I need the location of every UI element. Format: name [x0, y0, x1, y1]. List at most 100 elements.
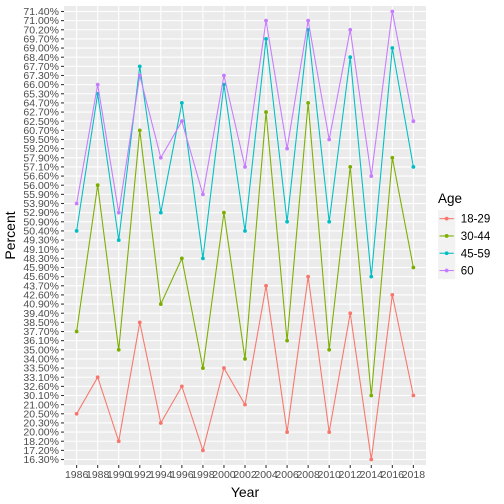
y-tick-label: 18.20%: [23, 436, 59, 448]
y-tick-label: 49.10%: [23, 244, 59, 256]
y-tick-label: 56.60%: [23, 171, 59, 183]
data-point-18-29: [348, 311, 353, 316]
legend-key-point: [444, 216, 449, 221]
data-point-45-59: [137, 64, 142, 69]
y-tick-label: 59.50%: [23, 134, 59, 146]
data-point-45-59: [411, 165, 416, 169]
data-point-45-59: [243, 229, 247, 233]
y-axis: 16.30%17.20%18.20%20.00%20.30%20.50%21.0…: [23, 6, 64, 466]
y-tick-label: 52.90%: [23, 207, 59, 219]
x-tick-label: 2018: [402, 469, 426, 481]
data-point-60: [95, 82, 100, 87]
x-tick-label: 2016: [381, 469, 405, 481]
y-tick-label: 21.00%: [23, 399, 59, 411]
data-point-45-59: [74, 229, 79, 233]
y-tick-label: 57.90%: [23, 152, 59, 164]
data-point-45-59: [348, 55, 353, 60]
y-tick-label: 20.00%: [23, 427, 59, 439]
data-point-60: [348, 27, 353, 32]
data-point-60: [285, 146, 289, 151]
y-tick-label: 34.00%: [23, 354, 59, 366]
data-point-60: [116, 210, 121, 215]
data-point-45-59: [179, 101, 184, 105]
data-point-45-59: [390, 46, 395, 50]
y-tick-label: 45.60%: [23, 271, 59, 283]
y-tick-label: 36.10%: [23, 335, 59, 347]
data-point-18-29: [158, 421, 163, 425]
data-point-18-29: [390, 293, 395, 297]
x-tick-label: 1996: [170, 469, 194, 481]
data-point-60: [158, 155, 163, 160]
data-point-30-44: [116, 347, 121, 352]
data-point-60: [411, 119, 416, 124]
x-tick-label: 1998: [191, 469, 215, 481]
y-tick-label: 40.90%: [23, 299, 59, 311]
y-tick-label: 56.00%: [23, 180, 59, 192]
y-tick-label: 66.00%: [23, 79, 59, 91]
data-point-45-59: [158, 210, 163, 215]
data-point-60: [137, 73, 142, 78]
data-point-18-29: [116, 439, 121, 444]
y-tick-label: 53.90%: [23, 198, 59, 210]
data-point-30-44: [369, 393, 374, 398]
data-point-45-59: [285, 219, 289, 224]
legend-label: 45-59: [461, 248, 490, 260]
data-point-18-29: [201, 448, 205, 453]
legend-title: Age: [438, 191, 462, 206]
y-tick-label: 49.30%: [23, 235, 59, 247]
data-point-18-29: [411, 393, 416, 398]
data-point-18-29: [95, 375, 100, 380]
series-layer: [74, 9, 416, 462]
x-axis: 1986198819901992199419961998200020022004…: [65, 465, 425, 481]
data-point-30-44: [95, 183, 100, 188]
legend-key-point: [444, 268, 449, 273]
data-point-60: [243, 165, 247, 169]
data-point-30-44: [327, 347, 332, 352]
data-point-60: [390, 9, 395, 14]
data-point-30-44: [137, 128, 142, 133]
y-tick-label: 20.50%: [23, 408, 59, 420]
y-tick-label: 50.90%: [23, 216, 59, 228]
y-tick-label: 38.50%: [23, 317, 59, 329]
data-point-45-59: [369, 274, 374, 279]
legend-label: 18-29: [461, 214, 490, 226]
data-point-60: [327, 137, 332, 142]
y-tick-label: 35.00%: [23, 344, 59, 356]
x-tick-label: 2014: [360, 469, 384, 481]
x-tick-label: 2008: [296, 469, 320, 481]
y-tick-label: 33.10%: [23, 372, 59, 384]
y-tick-label: 71.00%: [23, 15, 59, 27]
data-point-18-29: [179, 384, 184, 389]
x-axis-title: Year: [231, 484, 260, 500]
y-tick-label: 62.70%: [23, 107, 59, 119]
y-tick-label: 43.70%: [23, 280, 59, 292]
y-tick-label: 68.40%: [23, 52, 59, 64]
y-tick-label: 70.20%: [23, 24, 59, 36]
data-point-30-44: [158, 302, 163, 306]
y-tick-label: 57.10%: [23, 162, 59, 174]
data-point-60: [201, 192, 205, 197]
data-point-18-29: [369, 457, 374, 462]
y-tick-label: 45.90%: [23, 262, 59, 274]
x-tick-label: 1992: [128, 469, 152, 481]
data-point-30-44: [222, 210, 226, 215]
data-point-30-44: [348, 165, 353, 169]
data-point-30-44: [264, 110, 268, 114]
data-point-45-59: [327, 219, 332, 224]
y-tick-label: 67.70%: [23, 61, 59, 73]
data-point-45-59: [201, 256, 205, 261]
y-tick-label: 64.70%: [23, 98, 59, 110]
data-point-30-44: [201, 366, 205, 370]
y-tick-label: 48.30%: [23, 253, 59, 265]
data-point-18-29: [327, 430, 332, 434]
x-tick-label: 2012: [339, 469, 363, 481]
data-point-18-29: [222, 366, 226, 370]
data-point-30-44: [285, 338, 289, 343]
y-axis-title: Percent: [2, 211, 18, 259]
x-tick-label: 2004: [254, 469, 278, 481]
data-point-30-44: [179, 256, 184, 261]
y-tick-label: 30.10%: [23, 390, 59, 402]
y-tick-label: 39.40%: [23, 308, 59, 320]
legend-label: 60: [461, 266, 474, 278]
y-tick-label: 37.70%: [23, 326, 59, 338]
